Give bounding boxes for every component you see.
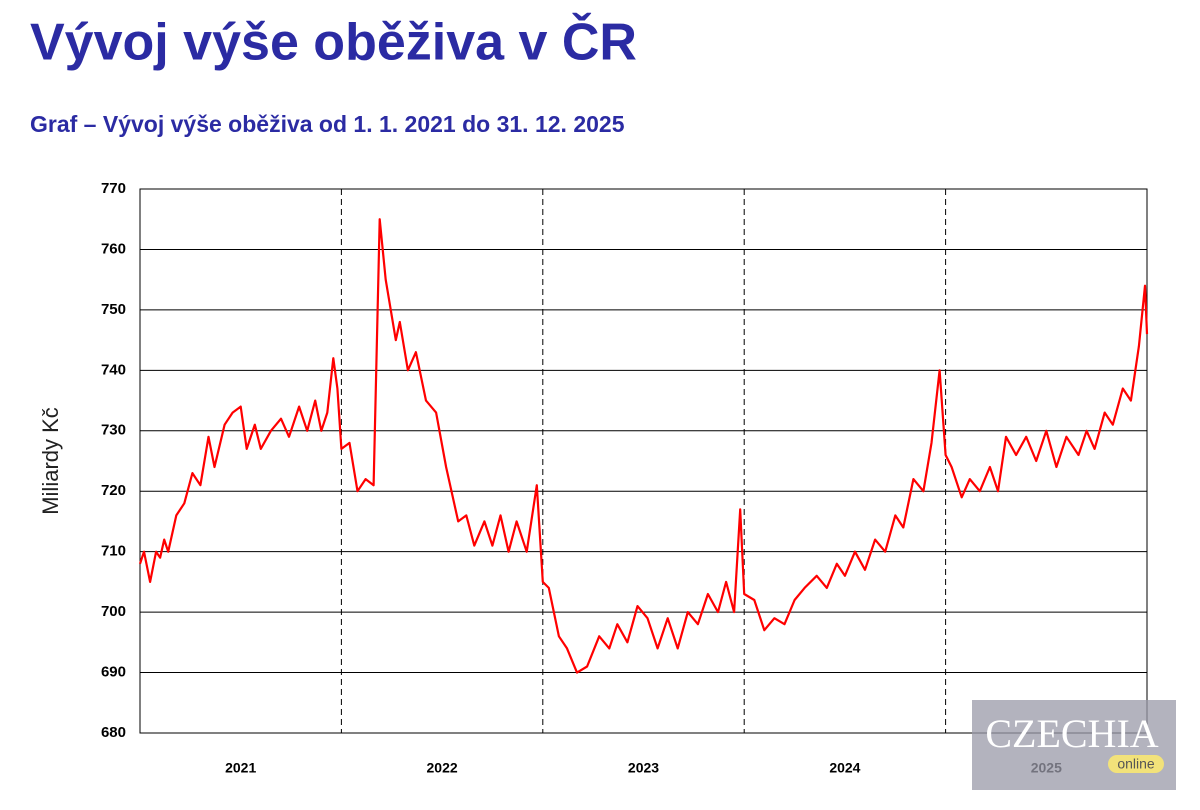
y-tick-label: 680 <box>101 724 126 741</box>
x-tick-label: 2021 <box>225 760 256 776</box>
y-tick-label: 760 <box>101 240 126 257</box>
data-line <box>138 218 1149 674</box>
chart-subtitle: Graf – Vývoj výše oběživa od 1. 1. 2021 … <box>30 111 625 137</box>
y-tick-label: 770 <box>101 180 126 197</box>
y-tick-label: 720 <box>101 482 126 499</box>
y-tick-label: 700 <box>101 603 126 620</box>
y-tick-label: 690 <box>101 664 126 681</box>
slide-title: Vývoj výše oběživa v ČR <box>30 13 637 72</box>
x-tick-label: 2024 <box>829 760 860 776</box>
y-tick-label: 740 <box>101 361 126 378</box>
watermark-brand: CZECHIA <box>985 711 1158 756</box>
x-tick-label: 2023 <box>628 760 659 776</box>
plot-frame <box>139 188 1148 734</box>
watermark-box <box>972 700 1176 790</box>
y-tick-label: 710 <box>101 543 126 560</box>
plot: 680 690 700 710 720 730 740 750 760 770 2021 2022 20… <box>101 180 1149 776</box>
watermark-tag-bg <box>1108 755 1164 773</box>
x-tick-label: 2022 <box>427 760 458 776</box>
y-axis-label: Miliardy Kč <box>38 407 63 515</box>
watermark-tag: online <box>1117 756 1155 772</box>
y-tick-label: 730 <box>101 422 126 439</box>
y-tick-label: 750 <box>101 301 126 318</box>
